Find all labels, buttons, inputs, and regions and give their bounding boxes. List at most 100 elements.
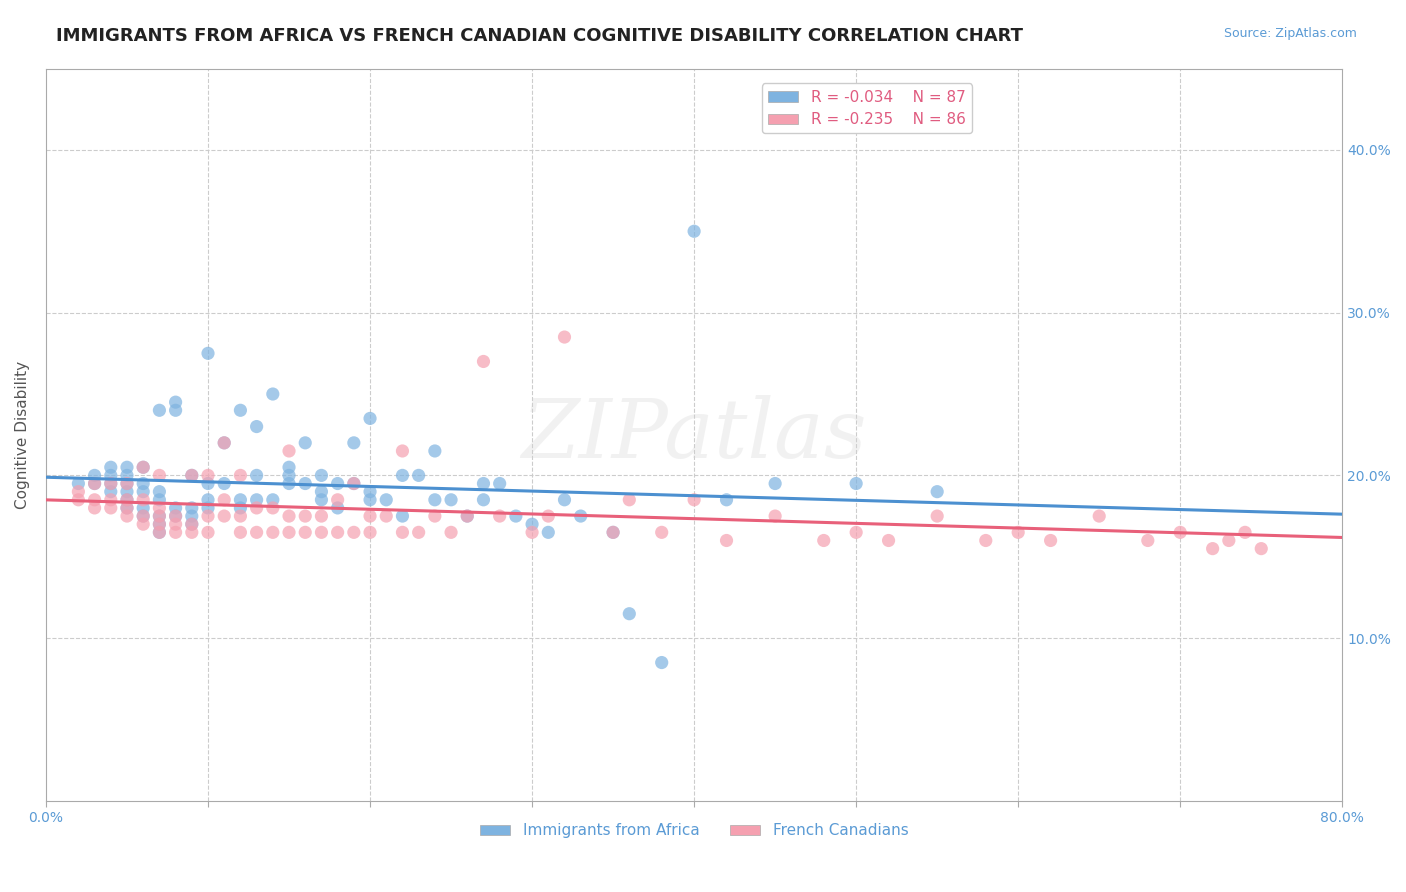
- Point: [326, 476, 349, 491]
- Point: [197, 468, 219, 483]
- Point: [294, 476, 316, 491]
- Point: [229, 525, 252, 540]
- Point: [148, 500, 170, 515]
- Point: [83, 500, 105, 515]
- Point: [115, 476, 138, 491]
- Point: [472, 476, 495, 491]
- Point: [553, 492, 575, 507]
- Point: [165, 500, 187, 515]
- Point: [294, 435, 316, 450]
- Text: IMMIGRANTS FROM AFRICA VS FRENCH CANADIAN COGNITIVE DISABILITY CORRELATION CHART: IMMIGRANTS FROM AFRICA VS FRENCH CANADIA…: [56, 27, 1024, 45]
- Point: [472, 354, 495, 368]
- Point: [229, 509, 252, 524]
- Point: [520, 517, 543, 532]
- Point: [553, 330, 575, 344]
- Point: [115, 509, 138, 524]
- Point: [294, 509, 316, 524]
- Point: [488, 476, 510, 491]
- Point: [100, 476, 122, 491]
- Point: [132, 500, 155, 515]
- Point: [326, 492, 349, 507]
- Point: [472, 492, 495, 507]
- Point: [165, 403, 187, 417]
- Point: [115, 484, 138, 499]
- Point: [716, 533, 738, 548]
- Point: [197, 476, 219, 491]
- Point: [83, 468, 105, 483]
- Point: [100, 468, 122, 483]
- Point: [359, 492, 381, 507]
- Point: [148, 509, 170, 524]
- Point: [343, 476, 366, 491]
- Point: [229, 492, 252, 507]
- Point: [132, 517, 155, 532]
- Point: [229, 500, 252, 515]
- Point: [212, 509, 235, 524]
- Point: [148, 517, 170, 532]
- Point: [813, 533, 835, 548]
- Point: [115, 468, 138, 483]
- Point: [278, 468, 301, 483]
- Point: [391, 509, 413, 524]
- Point: [505, 509, 527, 524]
- Point: [1136, 533, 1159, 548]
- Point: [1201, 541, 1223, 556]
- Point: [148, 509, 170, 524]
- Point: [520, 525, 543, 540]
- Text: ZIPatlas: ZIPatlas: [522, 394, 868, 475]
- Point: [165, 525, 187, 540]
- Point: [262, 525, 284, 540]
- Point: [132, 460, 155, 475]
- Point: [246, 500, 269, 515]
- Point: [148, 403, 170, 417]
- Point: [132, 484, 155, 499]
- Point: [180, 468, 202, 483]
- Point: [83, 492, 105, 507]
- Point: [391, 468, 413, 483]
- Point: [619, 492, 641, 507]
- Legend: Immigrants from Africa, French Canadians: Immigrants from Africa, French Canadians: [474, 817, 914, 845]
- Point: [359, 509, 381, 524]
- Point: [180, 517, 202, 532]
- Point: [132, 460, 155, 475]
- Point: [456, 509, 478, 524]
- Point: [326, 525, 349, 540]
- Point: [326, 500, 349, 515]
- Point: [115, 460, 138, 475]
- Y-axis label: Cognitive Disability: Cognitive Disability: [15, 360, 30, 508]
- Point: [311, 492, 333, 507]
- Point: [619, 607, 641, 621]
- Point: [1039, 533, 1062, 548]
- Point: [100, 460, 122, 475]
- Point: [278, 476, 301, 491]
- Point: [651, 656, 673, 670]
- Point: [602, 525, 624, 540]
- Point: [197, 346, 219, 360]
- Point: [375, 492, 398, 507]
- Point: [148, 468, 170, 483]
- Point: [197, 492, 219, 507]
- Point: [423, 509, 446, 524]
- Point: [311, 484, 333, 499]
- Point: [845, 476, 868, 491]
- Point: [246, 419, 269, 434]
- Point: [375, 509, 398, 524]
- Point: [602, 525, 624, 540]
- Point: [212, 492, 235, 507]
- Point: [115, 492, 138, 507]
- Point: [132, 509, 155, 524]
- Point: [359, 525, 381, 540]
- Point: [278, 444, 301, 458]
- Point: [67, 484, 90, 499]
- Point: [262, 500, 284, 515]
- Point: [229, 468, 252, 483]
- Point: [197, 500, 219, 515]
- Point: [262, 492, 284, 507]
- Point: [165, 509, 187, 524]
- Point: [1234, 525, 1257, 540]
- Point: [343, 476, 366, 491]
- Point: [537, 525, 560, 540]
- Point: [83, 476, 105, 491]
- Point: [278, 509, 301, 524]
- Point: [165, 509, 187, 524]
